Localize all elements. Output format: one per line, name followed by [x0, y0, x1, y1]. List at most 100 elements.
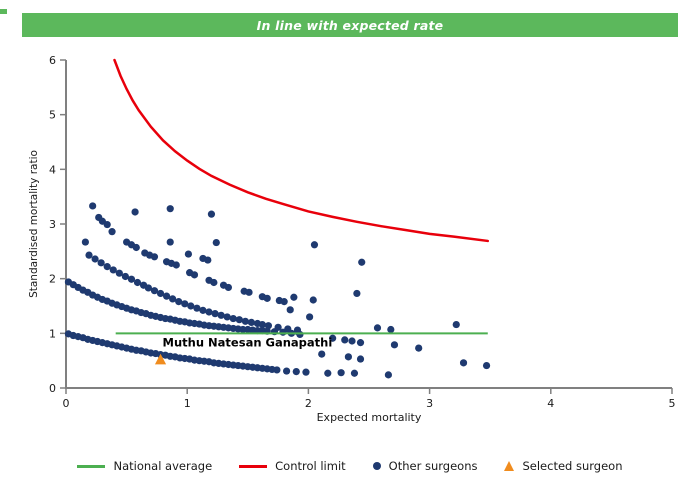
surgeon-point: [245, 288, 253, 296]
y-tick-label: 0: [49, 382, 56, 395]
surgeon-point: [264, 322, 273, 330]
surgeon-point: [211, 310, 219, 318]
surgeon-point: [387, 325, 395, 334]
status-banner-title: In line with expected rate: [256, 17, 444, 33]
surgeon-point: [132, 243, 140, 252]
surgeon-point: [356, 339, 365, 347]
legend-label: Control limit: [275, 459, 346, 473]
surgeon-point: [415, 344, 423, 352]
surgeon-point: [166, 205, 174, 213]
y-tick-label: 6: [49, 54, 56, 67]
surgeon-point: [358, 258, 366, 266]
surgeon-point: [91, 255, 99, 263]
surgeon-point: [175, 298, 183, 306]
legend-item-control-limit: Control limit: [239, 459, 346, 473]
surgeon-point: [224, 283, 233, 292]
surgeon-point: [286, 306, 294, 314]
surgeon-point: [187, 302, 195, 310]
chart-legend: National average Control limit Other sur…: [0, 459, 700, 473]
control-limit-line-swatch: [239, 464, 268, 468]
surgeon-point: [103, 220, 111, 229]
x-axis-title: Expected mortality: [317, 411, 422, 424]
status-banner: In line with expected rate: [22, 13, 678, 37]
surgeon-point: [290, 293, 298, 301]
surgeon-point: [103, 263, 111, 271]
surgeon-point: [169, 295, 177, 303]
surgeon-point: [318, 350, 326, 358]
surgeon-point: [162, 292, 171, 300]
surgeon-point: [190, 271, 199, 279]
surgeon-point: [235, 316, 243, 324]
control-limit-curve: [113, 58, 490, 243]
surgeon-point: [373, 324, 382, 332]
x-tick-label: 5: [669, 397, 676, 410]
legend-label: Selected surgeon: [522, 459, 623, 473]
y-axis-title: Standardised mortality ratio: [28, 150, 40, 298]
selected-surgeon-label: Muthu Natesan Ganapathi: [163, 336, 333, 350]
y-tick-label: 3: [49, 218, 56, 231]
surgeon-point: [284, 325, 292, 333]
surgeon-point: [274, 323, 282, 331]
surgeon-point: [115, 269, 123, 277]
other-surgeons-dot-swatch: [372, 462, 381, 470]
x-tick-label: 3: [426, 397, 433, 410]
surgeon-point: [172, 261, 180, 269]
surgeon-point: [353, 289, 361, 298]
selected-surgeon-triangle-swatch: [504, 461, 515, 471]
x-tick-label: 1: [184, 397, 191, 410]
legend-label: Other surgeons: [388, 459, 478, 473]
x-tick-label: 2: [305, 397, 312, 410]
legend-label: National average: [113, 459, 213, 473]
surgeon-point: [127, 275, 136, 283]
surgeon-point: [241, 317, 249, 325]
x-tick-label: 0: [63, 397, 70, 410]
surgeon-point: [81, 238, 89, 246]
surgeon-point: [459, 359, 468, 367]
surgeon-point: [280, 298, 288, 306]
y-tick-label: 5: [49, 109, 56, 122]
surgeon-point: [199, 306, 207, 314]
surgeon-point: [156, 289, 165, 298]
surgeon-point: [121, 272, 129, 281]
surgeon-point: [273, 366, 281, 374]
surgeon-point: [247, 318, 256, 326]
y-tick-label: 1: [49, 327, 56, 340]
surgeon-point: [133, 278, 142, 287]
surgeon-point: [229, 314, 237, 323]
surgeon-point: [309, 296, 317, 304]
surgeon-point: [150, 287, 159, 295]
surgeon-point: [337, 369, 345, 377]
national-average-line-swatch: [77, 464, 106, 468]
surgeon-point: [150, 253, 159, 261]
surgeon-point: [452, 320, 460, 329]
surgeon-point: [217, 311, 225, 319]
surgeon-point: [329, 334, 337, 342]
surgeon-point: [204, 256, 212, 264]
surgeon-point: [210, 278, 218, 287]
surgeon-point: [292, 367, 300, 376]
surgeon-point: [344, 353, 352, 361]
selected-surgeon-marker: [154, 353, 167, 365]
surgeon-point: [85, 251, 93, 259]
surgeon-point: [181, 300, 189, 308]
surgeon-point: [131, 208, 139, 216]
legend-item-other-surgeons: Other surgeons: [372, 459, 478, 473]
surgeon-point: [166, 238, 174, 246]
surgeon-point: [310, 241, 319, 249]
surgeon-point: [205, 308, 213, 316]
surgeon-point: [302, 368, 310, 376]
surgeon-point: [356, 355, 365, 363]
y-tick-label: 4: [49, 163, 56, 176]
legend-item-national-average: National average: [77, 459, 212, 473]
x-tick-label: 4: [547, 397, 554, 410]
surgeon-point: [384, 371, 392, 379]
accent-mark: [0, 9, 7, 14]
surgeon-point: [341, 336, 349, 344]
surgeon-point: [482, 361, 491, 370]
surgeon-point: [258, 320, 266, 329]
surgeon-point: [144, 284, 153, 292]
y-tick-label: 2: [49, 273, 56, 286]
surgeon-point: [306, 313, 314, 321]
surgeon-point: [223, 313, 231, 321]
